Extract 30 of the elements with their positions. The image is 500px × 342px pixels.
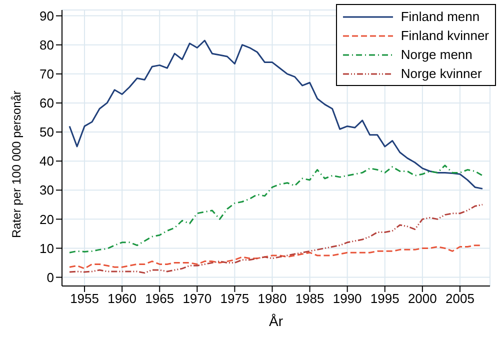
x-tick-label: 1990 [332,291,362,306]
x-tick-label: 1955 [70,291,99,306]
legend-label: Norge kvinner [400,66,482,81]
y-tick-label: 0 [46,270,54,285]
line-series [68,204,484,274]
y-axis-title: Rater per 100 000 personår [9,90,24,238]
y-tick-label: 90 [40,8,54,24]
x-tick-label: 2000 [408,291,437,306]
x-tick-label: 1985 [295,291,324,306]
x-tick-label: 1975 [220,291,250,306]
legend-label: Finland menn [400,9,480,24]
y-tick-label: 40 [40,154,54,169]
legend-label: Norge menn [400,47,472,62]
line-series [68,40,484,190]
x-tick-label: 1960 [108,291,137,306]
x-tick-label: 1970 [182,291,212,306]
x-tick-label: 2005 [446,291,474,306]
y-tick-label: 30 [40,182,54,198]
legend-label: Finland kvinner [400,28,489,43]
line-series [68,164,484,254]
y-tick-label: 60 [40,96,54,111]
x-tick-label: 1995 [370,291,400,306]
x-tick-label: 1965 [145,291,174,306]
y-tick-label: 50 [40,124,54,140]
x-tick-label: 1980 [258,291,287,306]
y-tick-label: 10 [40,240,54,256]
x-axis-title: År [269,313,284,329]
y-tick-label: 80 [40,37,54,52]
y-tick-label: 70 [40,66,54,82]
y-tick-label: 20 [40,212,54,227]
